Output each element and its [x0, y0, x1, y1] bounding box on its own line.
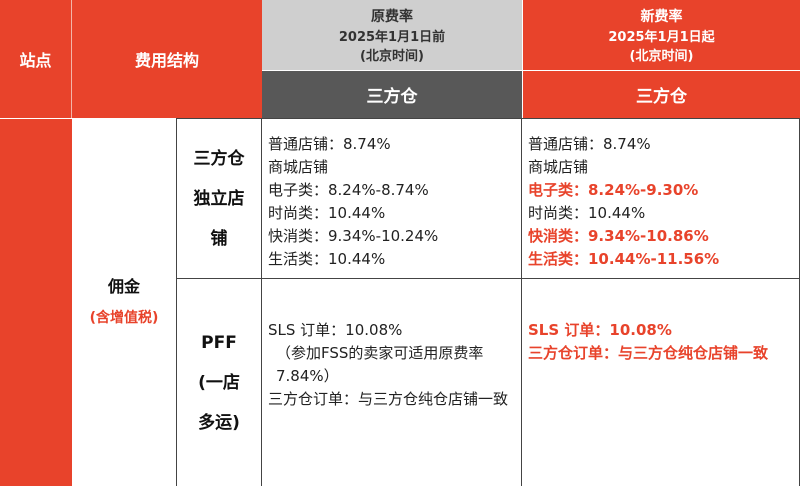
- old-rate-cell: SLS 订单：10.08% （参加FSS的卖家可适用原费率7.84%） 三方仓订单：…: [262, 278, 522, 486]
- site-cell: 菲律宾: [0, 118, 92, 486]
- old-rate-line: 电子类：8.24%-8.74%: [268, 181, 429, 199]
- header-new-tz: (北京时间): [629, 49, 694, 64]
- fee-type-note: (含增值税): [89, 310, 159, 326]
- header-site: 站点: [0, 0, 72, 118]
- new-rate-line: 生活类：10.44%-11.56%: [528, 250, 720, 268]
- old-rate-line: 商城店铺: [268, 158, 329, 176]
- new-rate-cell: 普通店铺：8.74% 商城店铺电子类：8.24%-9.30% 时尚类：10.44% 快…: [522, 118, 800, 278]
- new-rate-line: 普通店铺：8.74%: [528, 135, 651, 153]
- header-old-date: 2025年1月1日前: [338, 30, 446, 45]
- new-rate-line: SLS 订单：10.08%: [528, 321, 672, 339]
- site-name: 菲律宾: [73, 434, 92, 482]
- old-rate-line: SLS 订单：10.08%: [268, 321, 403, 339]
- store-type-line: 多运): [198, 412, 240, 433]
- store-type-line: (一店: [198, 372, 240, 393]
- header-old-title: 原费率: [371, 9, 413, 25]
- header-old-warehouse: 三方仓: [262, 70, 522, 118]
- fee-type-name: 佣金: [107, 277, 140, 296]
- header-new-title: 新费率: [640, 9, 683, 25]
- new-rate-line: 快消类：9.34%-10.86%: [528, 227, 709, 245]
- store-type-cell: PFF (一店多运): [177, 278, 262, 486]
- store-type-cell: 三方仓 独立店铺: [177, 118, 262, 278]
- old-rate-line: 三方仓订单：与三方仓纯仓店铺一致: [268, 390, 509, 408]
- old-rate-cell: 普通店铺：8.74% 商城店铺电子类：8.24%-8.74% 时尚类：10.44% 快…: [262, 118, 522, 278]
- header-new-date: 2025年1月1日起: [608, 30, 715, 45]
- store-type-line: 三方仓: [193, 148, 245, 169]
- old-rate-line: 快消类：9.34%-10.24%: [268, 227, 439, 245]
- header-fee-structure: 费用结构: [72, 0, 262, 118]
- store-type-line: PFF: [201, 332, 237, 353]
- old-rate-line: （参加FSS的卖家可适用原费率7.84%）: [276, 344, 484, 385]
- store-type-line: 铺: [210, 228, 228, 249]
- header-old-tz: (北京时间): [360, 49, 424, 64]
- new-rate-line: 三方仓订单：与三方仓纯仓店铺一致: [528, 344, 769, 362]
- old-rate-line: 生活类：10.44%: [268, 250, 386, 268]
- new-rate-cell: SLS 订单：10.08% 三方仓订单：与三方仓纯仓店铺一致: [522, 278, 800, 486]
- new-rate-line: 电子类：8.24%-9.30%: [528, 181, 699, 199]
- header-old: 原费率 2025年1月1日前 (北京时间): [262, 0, 522, 70]
- header-new: 新费率 2025年1月1日起 (北京时间): [522, 0, 800, 70]
- store-type-line: 独立店: [193, 188, 245, 209]
- fee-type-cell: 佣金 (含增值税): [72, 118, 177, 486]
- header-new-warehouse: 三方仓: [522, 70, 800, 118]
- new-rate-line: 商城店铺: [528, 158, 589, 176]
- new-rate-line: 时尚类：10.44%: [528, 204, 646, 222]
- old-rate-line: 时尚类：10.44%: [268, 204, 386, 222]
- old-rate-line: 普通店铺：8.74%: [268, 135, 391, 153]
